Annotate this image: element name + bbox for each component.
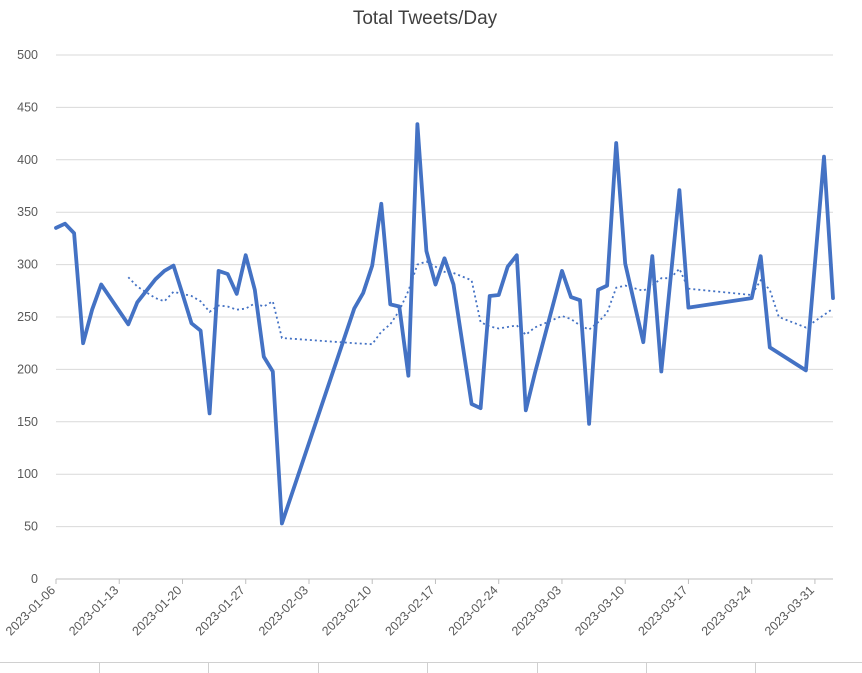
x-tick-label: 2023-02-10: [319, 583, 374, 638]
y-tick-label: 350: [17, 205, 38, 219]
y-tick-label: 50: [24, 520, 38, 534]
y-tick-label: 150: [17, 415, 38, 429]
series-line-solid: [56, 124, 833, 523]
x-tick-label: 2023-03-17: [635, 583, 690, 638]
y-tick-label: 450: [17, 100, 38, 114]
x-tick-label: 2023-01-20: [129, 583, 184, 638]
y-tick-label: 0: [31, 572, 38, 586]
x-tick-label: 2023-01-13: [66, 583, 121, 638]
x-tick-label: 2023-03-31: [762, 583, 817, 638]
y-tick-label: 100: [17, 467, 38, 481]
x-tick-label: 2023-01-06: [3, 583, 58, 638]
x-tick-label: 2023-02-24: [446, 583, 501, 638]
y-tick-label: 200: [17, 362, 38, 376]
y-tick-label: 250: [17, 310, 38, 324]
y-tick-label: 500: [17, 48, 38, 62]
y-tick-label: 300: [17, 258, 38, 272]
x-tick-label: 2023-03-03: [509, 583, 564, 638]
x-tick-label: 2023-03-10: [572, 583, 627, 638]
x-tick-label: 2023-01-27: [193, 583, 248, 638]
x-tick-label: 2023-02-17: [382, 583, 437, 638]
sheet-bottom-border: [0, 662, 862, 673]
x-tick-label: 2023-03-24: [699, 583, 754, 638]
x-tick-label: 2023-02-03: [256, 583, 311, 638]
y-tick-label: 400: [17, 153, 38, 167]
